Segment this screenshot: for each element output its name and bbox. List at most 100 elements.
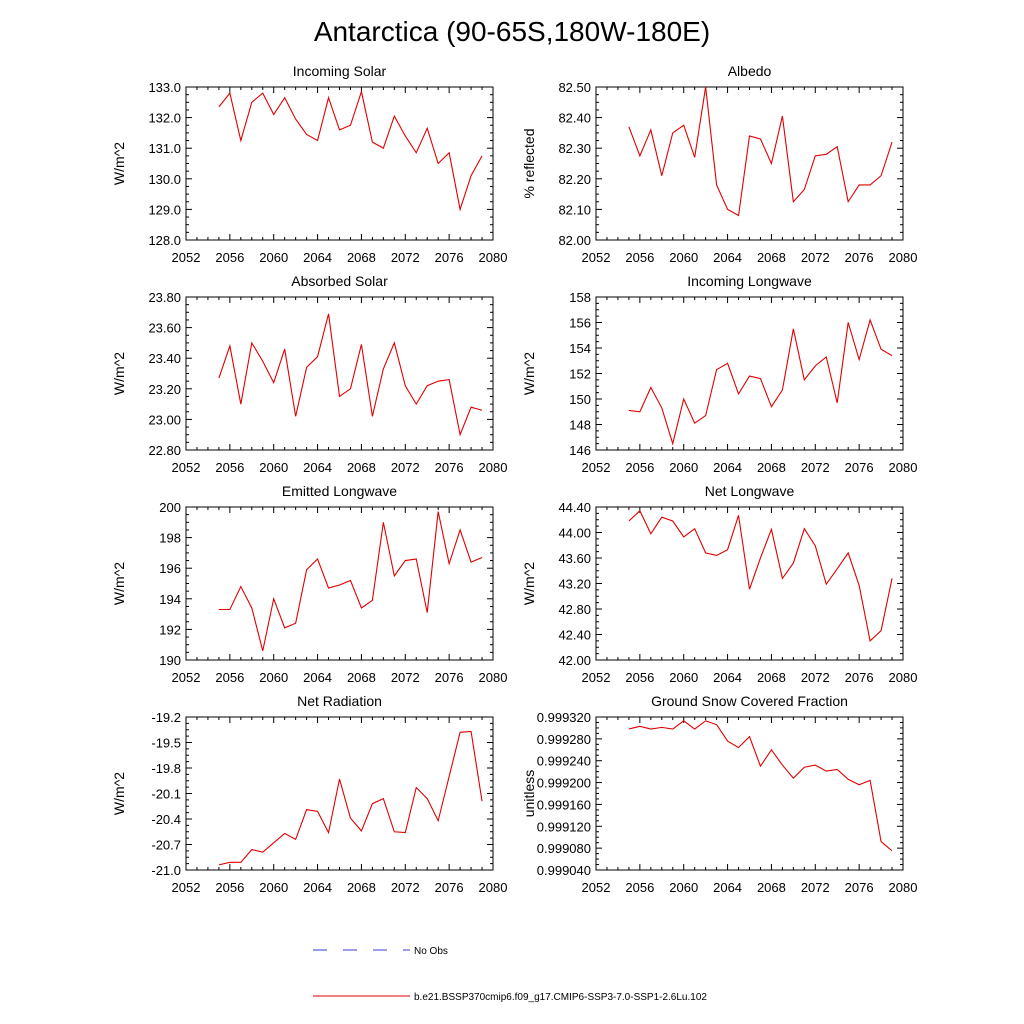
data-point <box>240 403 242 405</box>
panel-title: Net Radiation <box>297 693 382 709</box>
data-point <box>759 557 761 559</box>
data-point <box>814 764 816 766</box>
y-tick-label: 0.999200 <box>537 776 591 791</box>
x-tick-label: 2076 <box>845 460 874 475</box>
data-point <box>294 622 296 624</box>
data-point <box>858 184 860 186</box>
data-point <box>759 765 761 767</box>
series-line <box>218 511 483 651</box>
data-point <box>470 406 472 408</box>
data-point <box>327 313 329 315</box>
x-tick-label: 2060 <box>259 460 288 475</box>
data-point <box>880 175 882 177</box>
x-tick-label: 2068 <box>757 880 786 895</box>
data-point <box>426 611 428 613</box>
data-point <box>360 343 362 345</box>
data-point <box>650 129 652 131</box>
data-point <box>393 831 395 833</box>
data-point <box>628 728 630 730</box>
series-line <box>628 318 893 446</box>
y-tick-label: 131.0 <box>148 141 181 156</box>
x-tick-label: 2068 <box>347 670 376 685</box>
x-tick-label: 2064 <box>713 880 742 895</box>
x-tick-label: 2052 <box>172 460 201 475</box>
panel-1: Albedo % reflected 2052 2056 2060 2064 2068 207… <box>521 63 917 265</box>
data-point <box>858 584 860 586</box>
x-tick-label: 2052 <box>172 670 201 685</box>
data-point <box>404 135 406 137</box>
data-point <box>327 97 329 99</box>
data-point <box>448 562 450 564</box>
x-tick-label: 2056 <box>215 880 244 895</box>
x-tick-label: 2072 <box>391 460 420 475</box>
data-point <box>639 510 641 512</box>
data-point <box>218 377 220 379</box>
y-tick-label: -19.5 <box>151 736 181 751</box>
x-tick-label: 2056 <box>215 460 244 475</box>
y-axis-label: W/m^2 <box>111 772 127 815</box>
x-tick-label: 2068 <box>347 250 376 265</box>
data-point <box>283 627 285 629</box>
series-line <box>628 509 893 642</box>
data-point <box>229 345 231 347</box>
data-point <box>481 556 483 558</box>
x-tick-label: 2068 <box>347 460 376 475</box>
data-point <box>481 800 483 802</box>
data-point <box>393 115 395 117</box>
data-point <box>426 797 428 799</box>
data-point <box>305 133 307 135</box>
panel-title: Net Longwave <box>705 483 795 499</box>
x-tick-label: 2068 <box>757 670 786 685</box>
x-tick-label: 2060 <box>259 250 288 265</box>
y-tick-label: 0.999320 <box>537 710 591 725</box>
panel-0: Incoming Solar W/m^2 2052 2056 2060 2064 2068 2… <box>111 63 507 265</box>
y-tick-label: 196 <box>159 561 181 576</box>
x-tick-label: 2056 <box>215 250 244 265</box>
data-point <box>240 585 242 587</box>
plot-frame <box>595 716 904 871</box>
data-point <box>448 775 450 777</box>
x-tick-label: 2072 <box>391 250 420 265</box>
data-point <box>393 575 395 577</box>
data-point <box>661 175 663 177</box>
y-tick-label: 198 <box>159 531 181 546</box>
data-point <box>338 778 340 780</box>
data-point <box>781 764 783 766</box>
data-point <box>792 328 794 330</box>
data-point <box>825 583 827 585</box>
series-line <box>218 730 483 866</box>
y-tick-label: 156 <box>569 316 591 331</box>
data-point <box>661 516 663 518</box>
x-tick-label: 2068 <box>757 250 786 265</box>
x-tick-label: 2052 <box>172 880 201 895</box>
data-point <box>470 561 472 563</box>
data-point <box>836 768 838 770</box>
data-point <box>726 740 728 742</box>
x-tick-label: 2068 <box>347 880 376 895</box>
data-point <box>880 348 882 350</box>
x-tick-label: 2080 <box>889 460 918 475</box>
x-tick-label: 2080 <box>479 670 508 685</box>
y-tick-label: 44.40 <box>558 500 591 515</box>
data-point <box>891 354 893 356</box>
plot-frame <box>185 506 494 661</box>
panel-title: Incoming Longwave <box>687 273 812 289</box>
data-point <box>338 395 340 397</box>
y-axis-label: W/m^2 <box>111 562 127 605</box>
y-tick-label: 0.999160 <box>537 797 591 812</box>
data-point <box>338 584 340 586</box>
panel-2: Absorbed Solar W/m^2 2052 2056 2060 2064 2068 2… <box>111 273 507 475</box>
x-tick-label: 2064 <box>713 670 742 685</box>
data-point <box>672 728 674 730</box>
x-tick-label: 2060 <box>259 880 288 895</box>
y-tick-label: 23.60 <box>148 321 181 336</box>
x-tick-label: 2052 <box>582 250 611 265</box>
data-point <box>792 201 794 203</box>
series-line <box>628 720 893 852</box>
data-point <box>448 378 450 380</box>
figure-title: Antarctica (90-65S,180W-180E) <box>314 16 710 47</box>
data-point <box>240 139 242 141</box>
x-tick-label: 2076 <box>435 460 464 475</box>
data-point <box>672 442 674 444</box>
